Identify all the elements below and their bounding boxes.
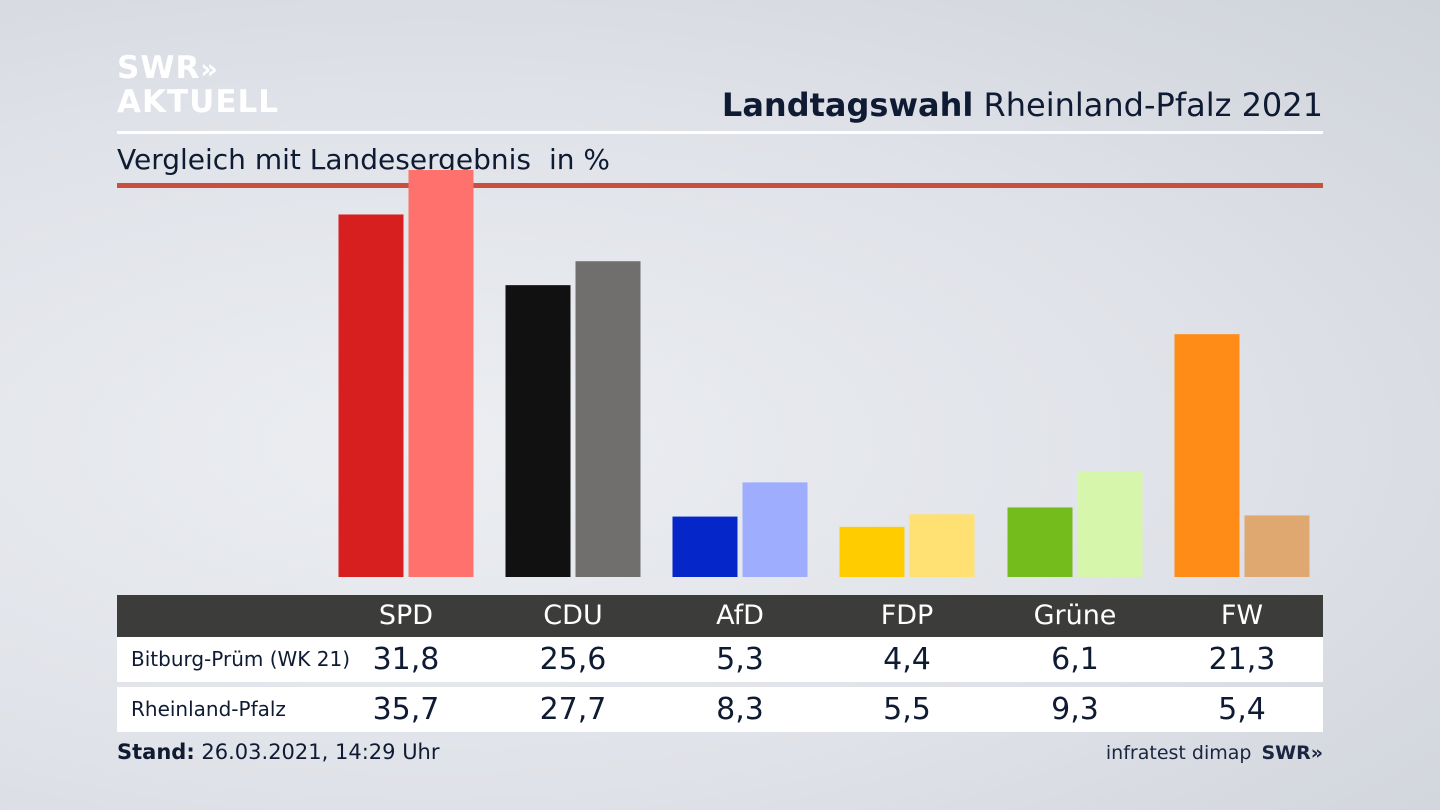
row-label: Bitburg-Prüm (WK 21) [131, 647, 351, 671]
value-cell: 5,3 [716, 642, 764, 677]
bar-afd-wk21 [672, 516, 738, 577]
unit-label: in % [548, 143, 611, 176]
party-header: CDU [543, 600, 603, 631]
page-title: Landtagswahl Rheinland-Pfalz 2021 [722, 86, 1323, 124]
table-header: SPD CDU AfD FDP Grüne FW [117, 595, 1323, 637]
bar-fw-wk21 [1174, 334, 1240, 577]
chevron-icon: » [200, 54, 218, 85]
bar-spd-land [408, 170, 474, 577]
timestamp: Stand: 26.03.2021, 14:29 Uhr [117, 740, 440, 764]
table-row: Rheinland-Pfalz 35,7 27,7 8,3 5,5 9,3 5,4 [117, 687, 1323, 732]
bar-spd-wk21 [338, 214, 404, 578]
value-cell: 27,7 [539, 692, 607, 727]
bar-fdp-land [909, 514, 975, 577]
bar-cdu-land [575, 261, 641, 577]
value-cell: 31,8 [372, 642, 440, 677]
bar-cdu-wk21 [505, 285, 571, 577]
value-cell: 35,7 [372, 692, 440, 727]
bar-grne-wk21 [1007, 507, 1073, 577]
value-cell: 21,3 [1208, 642, 1276, 677]
value-cell: 9,3 [1051, 692, 1099, 727]
bar-grne-land [1077, 470, 1143, 577]
source-credit: infratest dimap SWR» [1106, 742, 1323, 764]
stand-label: Stand: [117, 740, 195, 764]
swr-aktuell-logo: SWR» AKTUELL [117, 50, 280, 120]
bar-afd-land [742, 482, 808, 577]
value-cell: 6,1 [1051, 642, 1099, 677]
table-row: Bitburg-Prüm (WK 21) 31,8 25,6 5,3 4,4 6,1 21… [117, 637, 1323, 682]
title-rest: Rheinland-Pfalz 2021 [983, 86, 1323, 124]
bar-fdp-wk21 [839, 526, 905, 577]
stand-value: 26.03.2021, 14:29 Uhr [201, 740, 440, 764]
title-bold: Landtagswahl [721, 86, 974, 124]
value-cell: 8,3 [716, 692, 764, 727]
source-name: infratest dimap [1105, 742, 1252, 764]
value-cell: 5,4 [1218, 692, 1266, 727]
swr-footer-logo: SWR» [1261, 742, 1323, 764]
party-header: SPD [378, 600, 434, 631]
value-cell: 5,5 [883, 692, 931, 727]
party-header: AfD [716, 600, 764, 631]
party-header: FW [1220, 600, 1264, 631]
value-cell: 25,6 [539, 642, 607, 677]
value-cell: 4,4 [883, 642, 931, 677]
party-header: FDP [880, 600, 934, 631]
results-table: SPD CDU AfD FDP Grüne FW Bitburg-Prüm (WK 21)… [117, 595, 1323, 732]
header-divider [117, 131, 1323, 134]
row-label: Rheinland-Pfalz [131, 697, 286, 721]
accent-rule [117, 183, 1323, 188]
party-header: Grüne [1033, 600, 1117, 631]
bar-fw-land [1244, 515, 1310, 577]
